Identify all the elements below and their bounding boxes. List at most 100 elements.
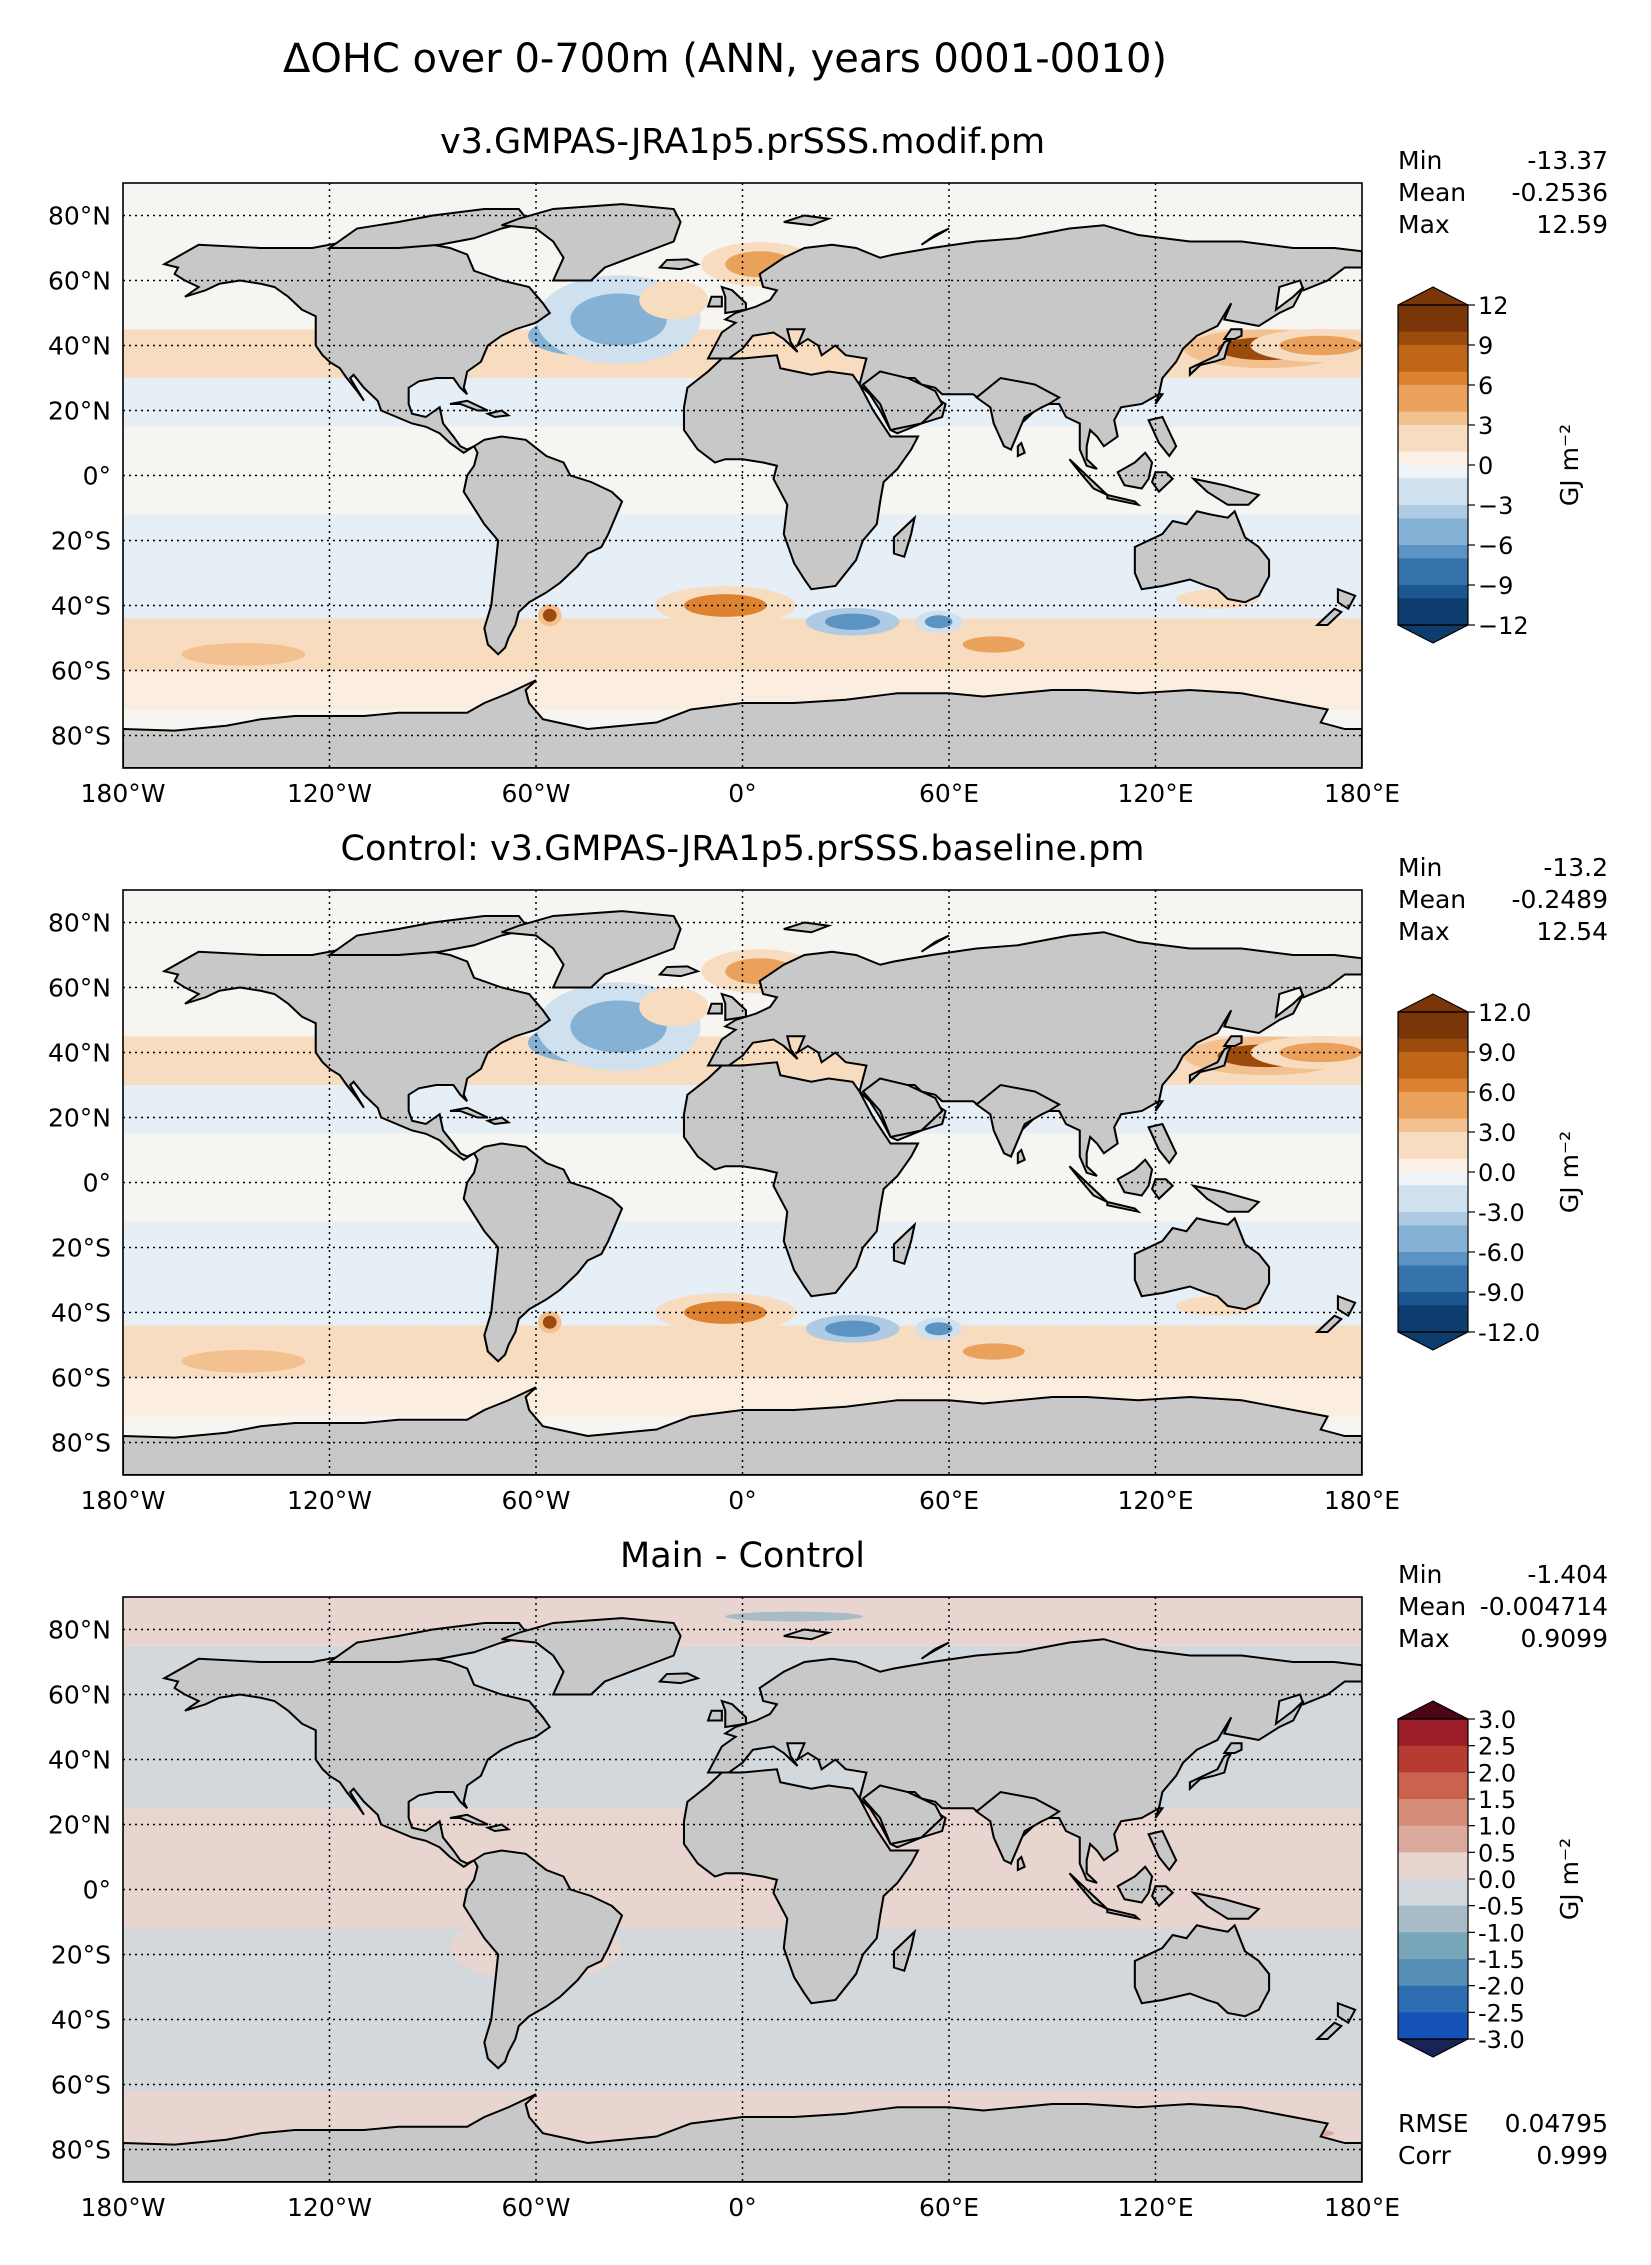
- stat-value: 12.54: [1536, 917, 1608, 946]
- colorbar-segment: [1398, 1959, 1468, 1987]
- colorbar: 3.02.52.01.51.00.50.0-0.5-1.0-1.5-2.0-2.…: [1397, 1700, 1584, 2058]
- field-anomaly: [962, 1343, 1025, 1360]
- colorbar-tick-label: −3: [1478, 492, 1513, 520]
- colorbar-segment: [1398, 1025, 1468, 1040]
- colorbar-tick-label: 0.5: [1478, 1839, 1516, 1867]
- x-tick-label: 180°E: [1324, 779, 1400, 808]
- stat-label: Max: [1398, 210, 1450, 239]
- x-tick-label: 120°W: [287, 1486, 372, 1515]
- colorbar-segment: [1398, 438, 1468, 453]
- colorbar-tick-label: 3: [1478, 412, 1493, 440]
- x-tick-label: 0°: [728, 2193, 756, 2222]
- colorbar-segment: [1398, 1985, 1468, 2013]
- stat-label: Min: [1398, 146, 1442, 175]
- colorbar-segment: [1398, 531, 1468, 546]
- colorbar-segment: [1398, 1852, 1468, 1880]
- colorbar: 12.0 9.0 6.0 3.0 0.0 -3.0 -6.0 -9.0 -12.0 GJ m⁻²: [1397, 993, 1584, 1351]
- y-tick-label: 60°S: [51, 2071, 111, 2100]
- colorbar-segment: [1398, 1252, 1468, 1266]
- panel-title: v3.GMPAS-JRA1p5.prSSS.modif.pm: [440, 122, 1045, 162]
- colorbar-segment: [1398, 491, 1468, 506]
- field-band: [123, 618, 1362, 671]
- y-tick-label: 40°N: [48, 1746, 111, 1775]
- colorbar-tick-label: -1.0: [1478, 1919, 1525, 1947]
- colorbar-extend-min: [1397, 1331, 1469, 1351]
- x-tick-label: 180°W: [81, 1486, 166, 1515]
- colorbar-tick-label: -3.0: [1478, 2026, 1525, 2054]
- x-tick-label: 120°W: [287, 779, 372, 808]
- colorbar-tick-label: -2.0: [1478, 1973, 1525, 2001]
- map-frame: [122, 1596, 1363, 2183]
- y-tick-label: 80°S: [51, 1429, 111, 1458]
- x-tick-label: 120°E: [1117, 1486, 1193, 1515]
- y-tick-label: 40°S: [51, 592, 111, 621]
- colorbar-tick-label: 3.0: [1478, 1706, 1516, 1734]
- colorbar-segment: [1398, 1052, 1468, 1066]
- y-tick-label: 80°N: [48, 202, 111, 231]
- field-anomaly: [725, 1611, 863, 1622]
- colorbar-extend-max: [1397, 993, 1469, 1013]
- field-anomaly: [542, 608, 557, 622]
- colorbar-extend-min: [1397, 624, 1469, 644]
- colorbar-segment: [1398, 571, 1468, 586]
- y-tick-label: 80°S: [51, 2136, 111, 2165]
- x-tick-label: 120°E: [1117, 2193, 1193, 2222]
- colorbar-segment: [1398, 1305, 1468, 1320]
- colorbar-segment: [1398, 505, 1468, 519]
- colorbar-tick-label: -0.5: [1478, 1893, 1525, 1921]
- x-tick-label: 60°W: [501, 1486, 570, 1515]
- y-tick-label: 20°S: [51, 1234, 111, 1263]
- colorbar-tick-label: 2.0: [1478, 1759, 1516, 1787]
- stat-label: Mean: [1398, 178, 1466, 207]
- colorbar-segment: [1398, 345, 1468, 359]
- x-tick-label: 180°E: [1324, 2193, 1400, 2222]
- map-field: [123, 1597, 1362, 2182]
- y-tick-label: 0°: [83, 462, 111, 491]
- y-tick-label: 20°N: [48, 1104, 111, 1133]
- stat-value: 0.999: [1536, 2141, 1608, 2170]
- colorbar-segment: [1398, 398, 1468, 413]
- field-anomaly: [825, 613, 881, 630]
- stat-label: Mean: [1398, 1592, 1466, 1621]
- colorbar-segment: [1398, 478, 1468, 493]
- colorbar-segment: [1398, 331, 1468, 346]
- stat-label: Corr: [1398, 2141, 1452, 2170]
- colorbar-tick-label: -12.0: [1478, 1319, 1540, 1347]
- field-anomaly: [181, 642, 306, 666]
- colorbar-label: GJ m⁻²: [1555, 1131, 1584, 1213]
- colorbar-segment: [1398, 1105, 1468, 1120]
- x-tick-label: 60°W: [501, 2193, 570, 2222]
- colorbar-segment: [1398, 1879, 1468, 1907]
- colorbar-segment: [1398, 1265, 1468, 1280]
- colorbar-segment: [1398, 2012, 1468, 2040]
- colorbar-segment: [1398, 1172, 1468, 1186]
- colorbar-tick-label: -9.0: [1478, 1279, 1525, 1307]
- stat-label: Max: [1398, 1624, 1450, 1653]
- colorbar-segment: [1398, 1185, 1468, 1200]
- colorbar-segment: [1398, 545, 1468, 559]
- colorbar: 12 9 6 3 0 −3 −6 −9 −12 GJ m⁻²: [1397, 286, 1584, 644]
- colorbar-segment: [1398, 585, 1468, 599]
- colorbar-segment: [1398, 1278, 1468, 1293]
- y-tick-label: 20°S: [51, 527, 111, 556]
- field-anomaly: [639, 987, 709, 1027]
- stat-value: -1.404: [1527, 1560, 1608, 1589]
- colorbar-segment: [1398, 558, 1468, 573]
- colorbar-tick-label: 3.0: [1478, 1119, 1516, 1147]
- colorbar-segment: [1398, 1158, 1468, 1173]
- stat-label: Mean: [1398, 885, 1466, 914]
- colorbar-segment: [1398, 611, 1468, 626]
- field-anomaly: [962, 636, 1025, 653]
- stat-value: -0.004714: [1480, 1592, 1608, 1621]
- map-panel-3: Main - Control 180°W 120°W 60°W 0° 60°E 120°E 1…: [48, 1536, 1608, 2222]
- field-band: [123, 1325, 1362, 1378]
- y-tick-label: 20°N: [48, 1811, 111, 1840]
- colorbar-label: GJ m⁻²: [1555, 424, 1584, 506]
- colorbar-segment: [1398, 1825, 1468, 1853]
- colorbar-segment: [1398, 1012, 1468, 1026]
- colorbar-tick-label: −9: [1478, 572, 1513, 600]
- colorbar-tick-label: -1.5: [1478, 1946, 1525, 1974]
- field-anomaly: [924, 615, 953, 629]
- map-field: [123, 890, 1362, 1475]
- y-tick-label: 40°N: [48, 1039, 111, 1068]
